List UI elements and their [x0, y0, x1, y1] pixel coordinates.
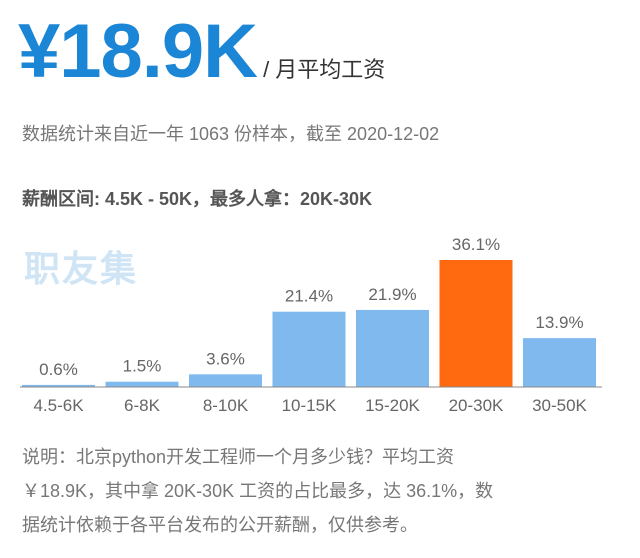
category-label: 8-10K [203, 396, 249, 415]
category-label: 10-15K [282, 396, 337, 415]
description-line: 据统计依赖于各平台发布的公开薪酬，仅供参考。 [22, 515, 418, 535]
bar-15-20K [356, 309, 429, 387]
description: 说明：北京python开发工程师一个月多少钱？平均工资 ￥18.9K，其中拿 2… [22, 440, 622, 542]
bar-10-15K [272, 311, 346, 387]
value-label: 0.6% [39, 360, 78, 379]
salary-range: 薪酬区间: 4.5K - 50K，最多人拿：20K-30K [22, 189, 373, 209]
watermark: 职友集 [24, 248, 139, 289]
bar-30-50K [523, 338, 596, 387]
category-label: 20-30K [449, 396, 504, 415]
salary-distribution-chart: 0.6% 4.5-6K 1.5% 6-8K 3.6% 8-10K 21.4% 10-15K 21… [20, 235, 602, 415]
bar-8-10K [189, 374, 262, 387]
category-label: 15-20K [365, 396, 420, 415]
value-label: 13.9% [535, 313, 583, 332]
bar-20-30K [439, 260, 513, 387]
average-salary: ¥18.9K / 月平均工资 [18, 14, 385, 90]
value-label: 1.5% [123, 357, 162, 376]
bar-6-8K [105, 381, 179, 387]
average-salary-unit: / 月平均工资 [263, 57, 386, 82]
value-label: 21.4% [285, 287, 333, 306]
value-label: 3.6% [206, 349, 245, 368]
category-label: 30-50K [532, 396, 587, 415]
description-line: ￥18.9K，其中拿 20K-30K 工资的占比最多，达 36.1%，数 [22, 481, 494, 501]
average-salary-value: ¥18.9K [18, 9, 258, 94]
category-label: 4.5-6K [33, 396, 84, 415]
value-label: 21.9% [368, 285, 416, 304]
value-label: 36.1% [452, 235, 500, 254]
bar-4.5-6K [22, 384, 95, 387]
category-label: 6-8K [124, 396, 161, 415]
sample-info: 数据统计来自近一年 1063 份样本，截至 2020-12-02 [22, 124, 440, 144]
description-line: 说明：北京python开发工程师一个月多少钱？平均工资 [22, 447, 455, 467]
